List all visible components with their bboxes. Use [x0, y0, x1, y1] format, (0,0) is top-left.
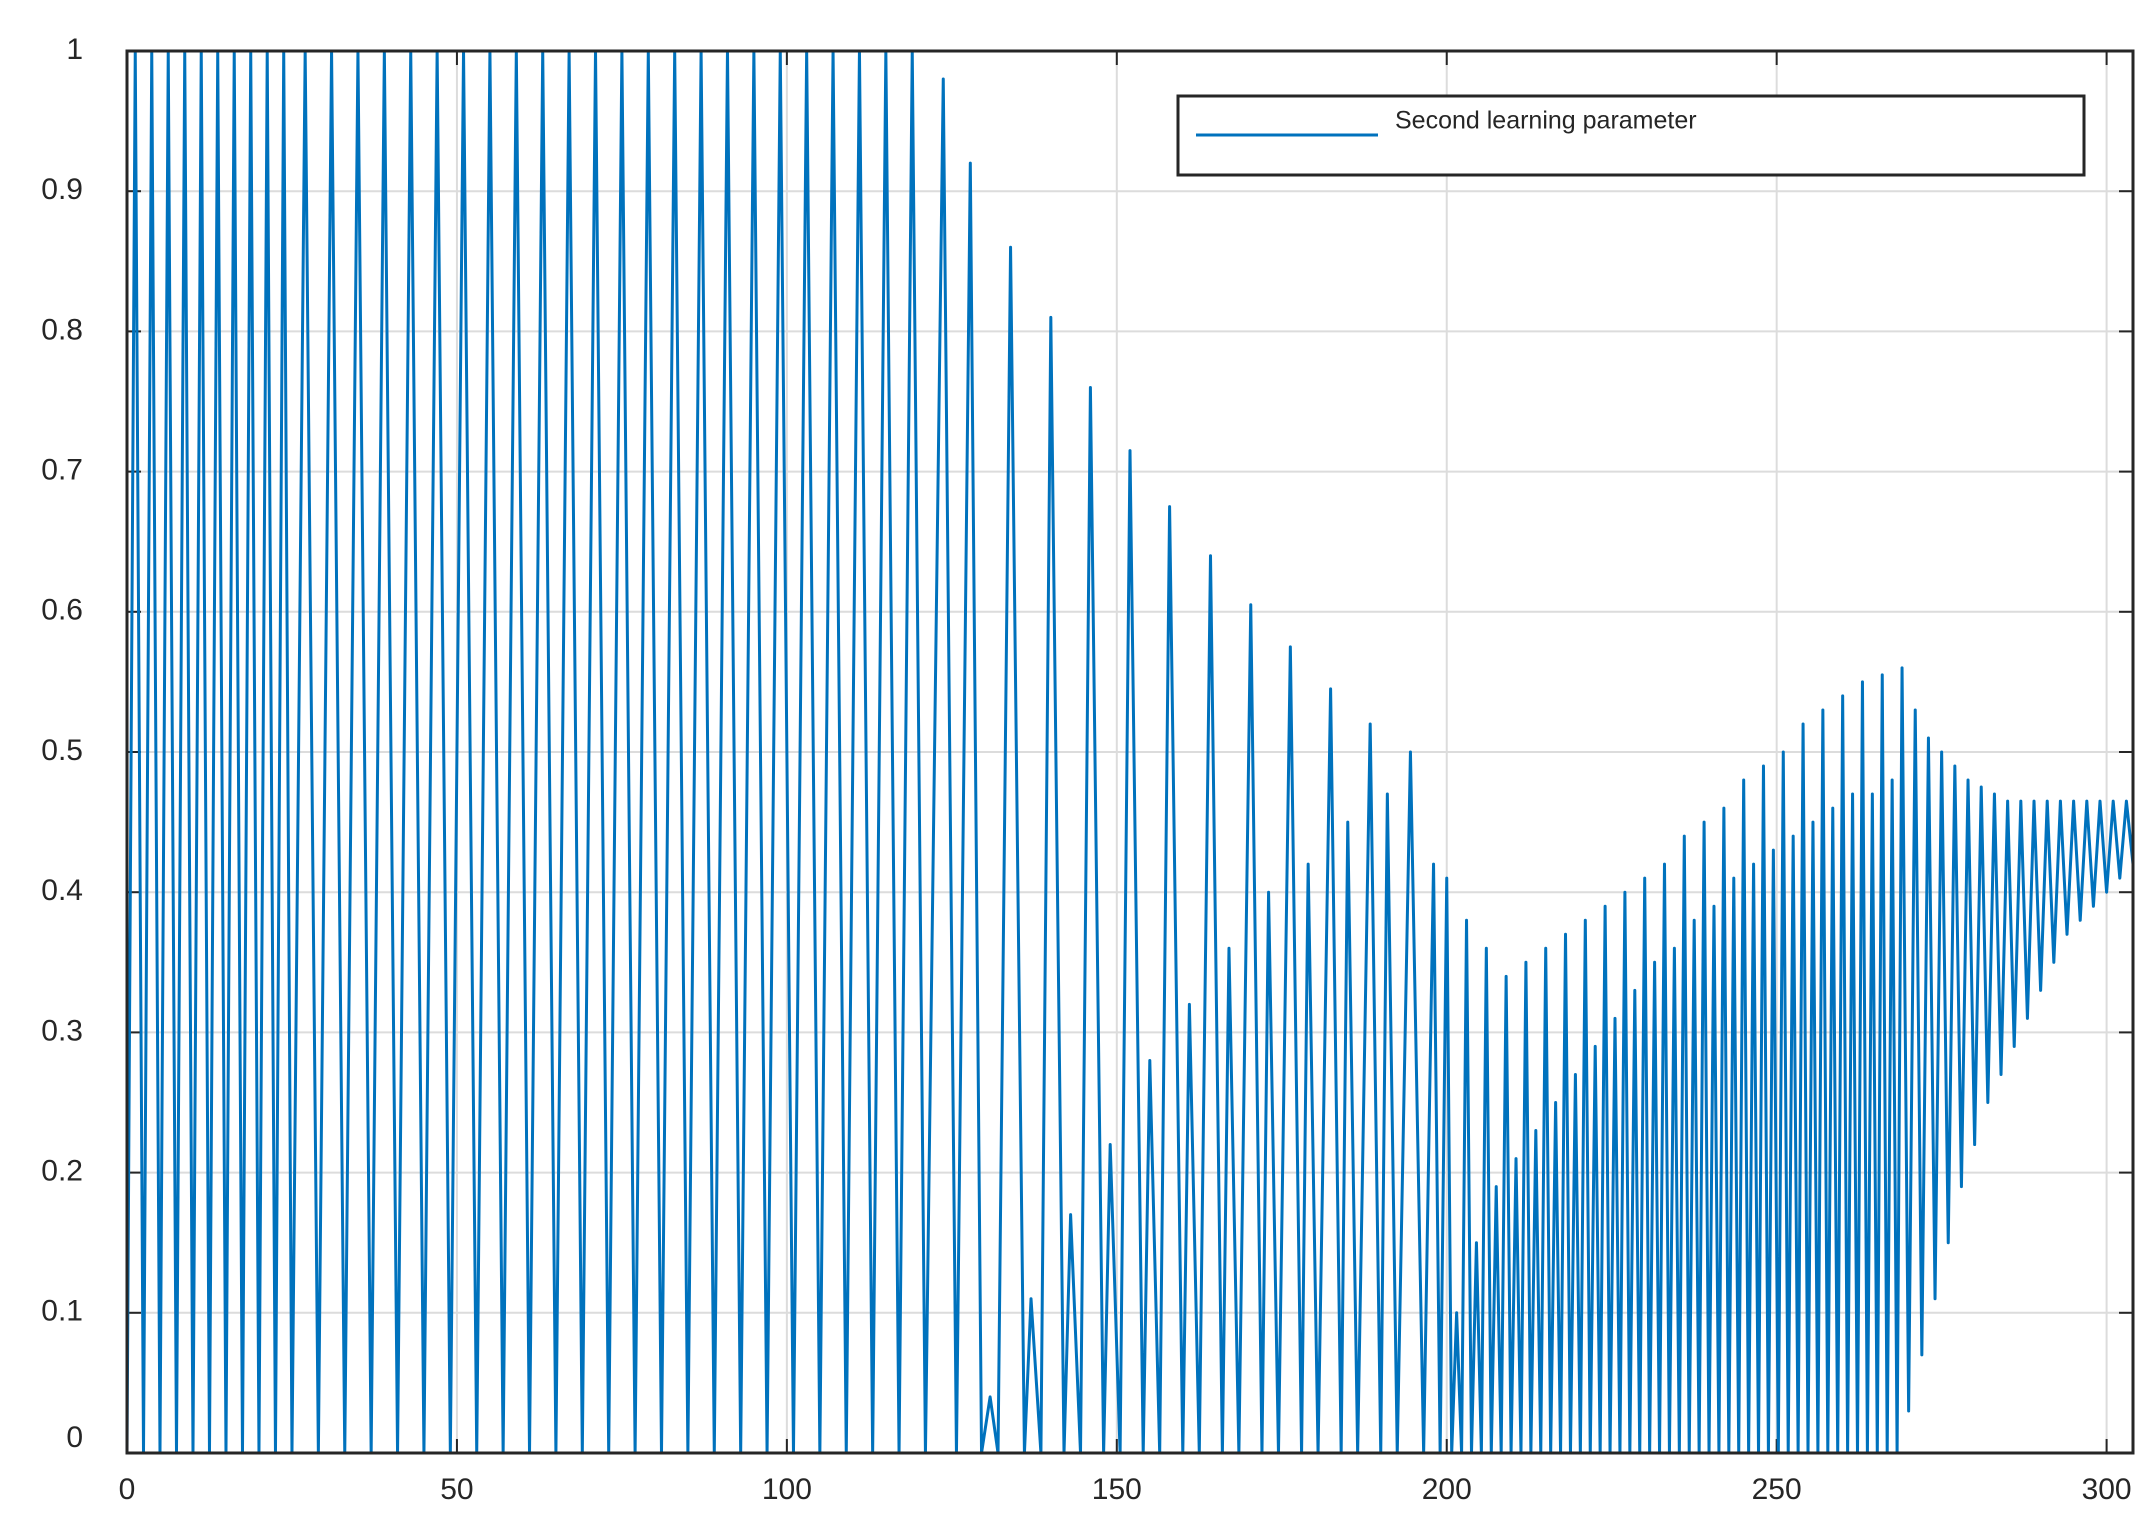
y-tick-label: 0.3	[41, 1014, 83, 1047]
y-tick-label: 0.6	[41, 594, 83, 627]
x-tick-label: 0	[119, 1473, 136, 1506]
x-tick-label: 300	[2082, 1473, 2132, 1506]
y-tick-label: 0.8	[41, 313, 83, 346]
y-tick-label: 0	[66, 1421, 83, 1454]
axes-box	[125, 49, 2135, 1455]
y-tick-label: 0.5	[41, 734, 83, 767]
legend-label: Second learning parameter	[1395, 107, 1697, 135]
x-tick-label: 50	[440, 1473, 473, 1506]
y-tick-label: 0.9	[41, 173, 83, 206]
x-tick-label: 250	[1752, 1473, 1802, 1506]
x-tick-label: 150	[1092, 1473, 1142, 1506]
x-tick-label: 200	[1422, 1473, 1472, 1506]
y-tick-label: 0.7	[41, 454, 83, 487]
y-tick-label: 0.2	[41, 1155, 83, 1188]
y-tick-label: 1	[66, 33, 83, 66]
y-tick-label: 0.1	[41, 1295, 83, 1328]
x-tick-label: 100	[762, 1473, 812, 1506]
y-tick-label: 0.4	[41, 874, 83, 907]
